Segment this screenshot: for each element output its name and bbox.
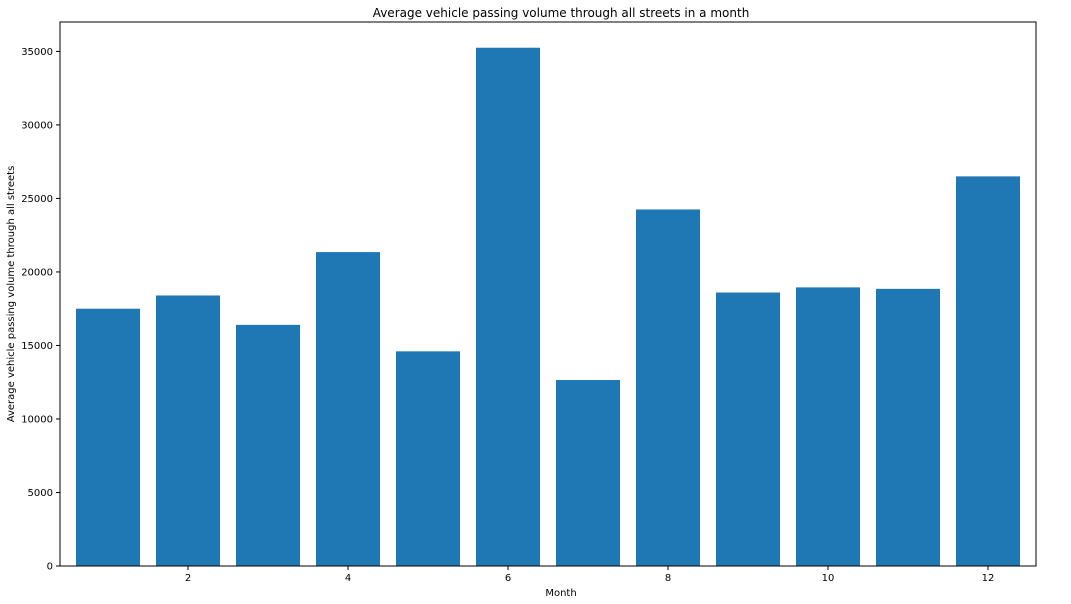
x-axis-label: Month xyxy=(545,588,576,599)
bar-month-11 xyxy=(876,288,940,566)
bars-group xyxy=(76,47,1020,567)
bar-month-3 xyxy=(236,324,300,566)
chart-title: Average vehicle passing volume through a… xyxy=(373,6,750,20)
bar-month-7 xyxy=(556,380,620,566)
bar-month-1 xyxy=(76,308,140,566)
y-tick-label: 35000 xyxy=(21,47,53,58)
x-tick-label: 4 xyxy=(345,573,351,584)
x-tick-label: 2 xyxy=(185,573,191,584)
x-axis-ticks: 2 4 6 8 10 12 xyxy=(185,566,995,584)
bar-month-6 xyxy=(476,47,540,566)
y-axis-label: Average vehicle passing volume through a… xyxy=(6,166,17,423)
y-tick-label: 25000 xyxy=(21,194,53,205)
y-tick-label: 30000 xyxy=(21,120,53,131)
y-tick-label: 10000 xyxy=(21,414,53,425)
y-tick-label: 15000 xyxy=(21,341,53,352)
bar-month-9 xyxy=(716,292,780,566)
bar-month-2 xyxy=(156,295,220,566)
y-axis-ticks: 0 5000 10000 15000 20000 25000 30000 35000 xyxy=(21,47,60,573)
bar-month-10 xyxy=(796,287,860,566)
x-tick-label: 10 xyxy=(822,573,835,584)
y-tick-label: 20000 xyxy=(21,267,53,278)
bar-month-5 xyxy=(396,351,460,566)
x-tick-label: 8 xyxy=(665,573,671,584)
y-tick-label: 5000 xyxy=(28,488,53,499)
bar-month-4 xyxy=(316,252,380,566)
y-tick-label: 0 xyxy=(47,562,53,573)
x-tick-label: 6 xyxy=(505,573,511,584)
x-tick-label: 12 xyxy=(982,573,995,584)
plot-area-frame xyxy=(59,21,1037,567)
bar-month-12 xyxy=(956,176,1020,567)
bar-month-8 xyxy=(636,209,700,566)
